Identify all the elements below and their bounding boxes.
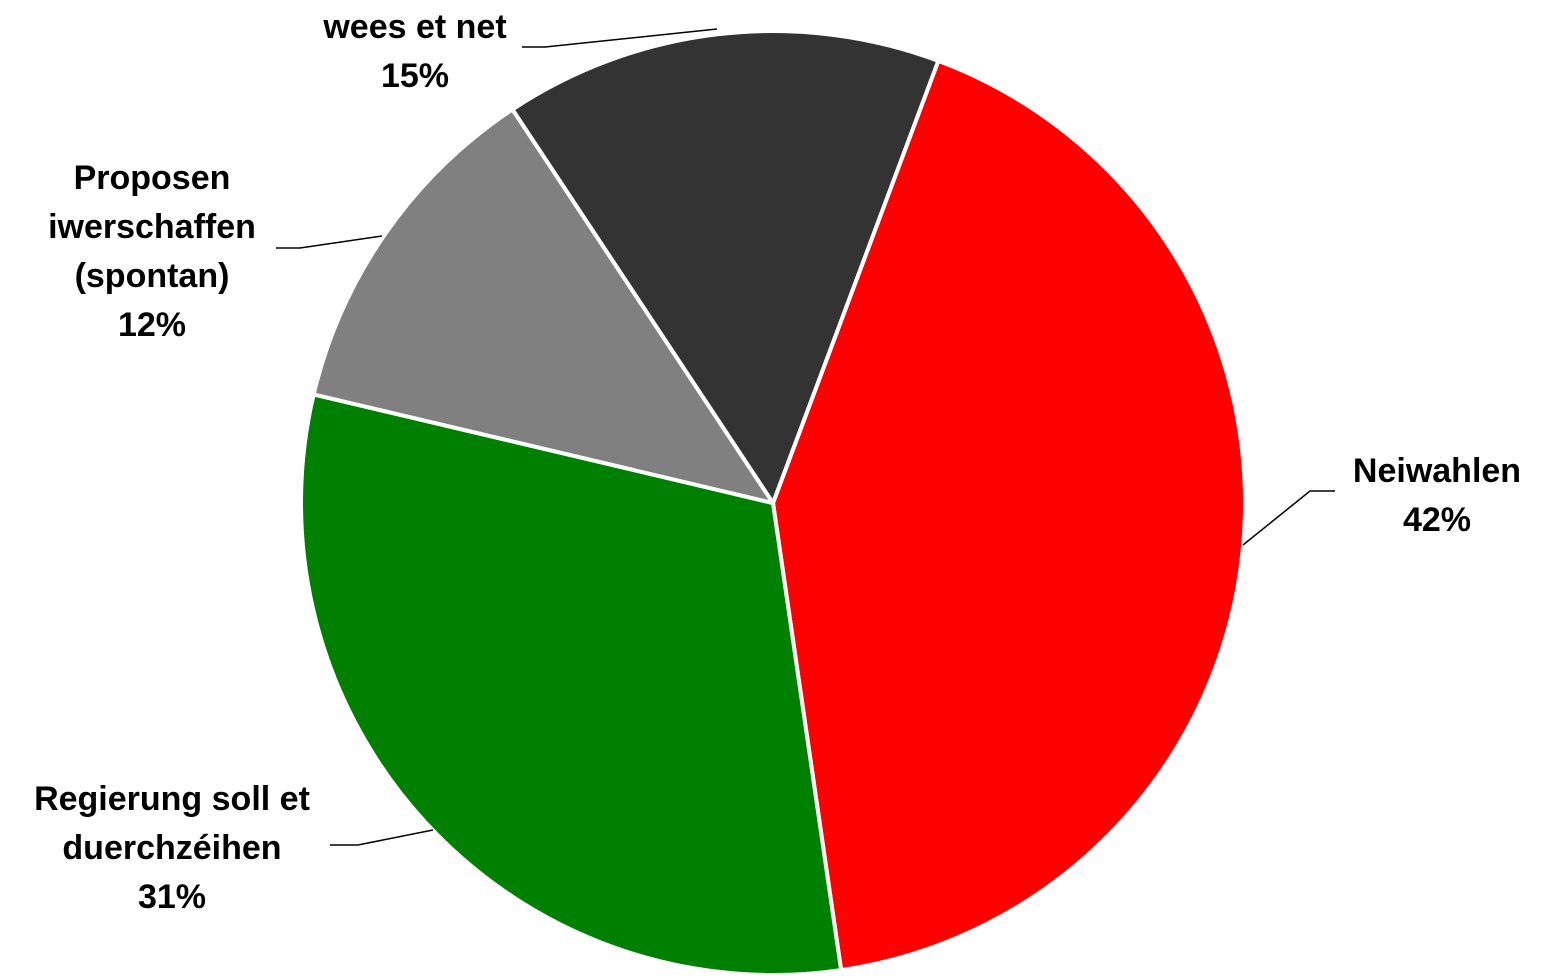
- pie-slice: [311, 107, 775, 505]
- pie-slice: [771, 58, 1247, 973]
- slice-category-label: iwerschaffen: [48, 208, 256, 246]
- pie-slices: [299, 29, 1247, 976]
- slice-value-label: 15%: [381, 57, 449, 95]
- slice-label: Neiwahlen 42%: [1353, 452, 1521, 539]
- leader-line: [1242, 490, 1335, 546]
- leader-line: [522, 28, 718, 48]
- slice-category-label: wees et net: [322, 8, 506, 46]
- leader-line: [276, 235, 383, 249]
- leader-lines: [276, 28, 1335, 846]
- slice-label: Regierung soll et duerchzéihen 31%: [34, 780, 310, 916]
- slice-category-label: Proposen: [74, 159, 231, 197]
- slice-value-label: 12%: [118, 306, 186, 344]
- pie-slice: [299, 392, 844, 976]
- leader-line: [330, 829, 434, 846]
- slice-category-label: Regierung soll et: [34, 780, 310, 818]
- slice-category-label: (spontan): [75, 257, 230, 295]
- slice-category-label: Neiwahlen: [1353, 452, 1521, 490]
- pie-slice: [510, 29, 941, 505]
- slice-value-label: 31%: [138, 878, 206, 916]
- slice-labels: Neiwahlen 42% Regierung soll et duerchzéihe…: [34, 8, 1521, 916]
- slice-label: Proposen iwerschaffen (spontan) 12%: [48, 159, 256, 344]
- slice-label: wees et net 15%: [322, 8, 506, 95]
- slice-value-label: 42%: [1403, 501, 1471, 539]
- slice-category-label: duerchzéihen: [62, 829, 281, 867]
